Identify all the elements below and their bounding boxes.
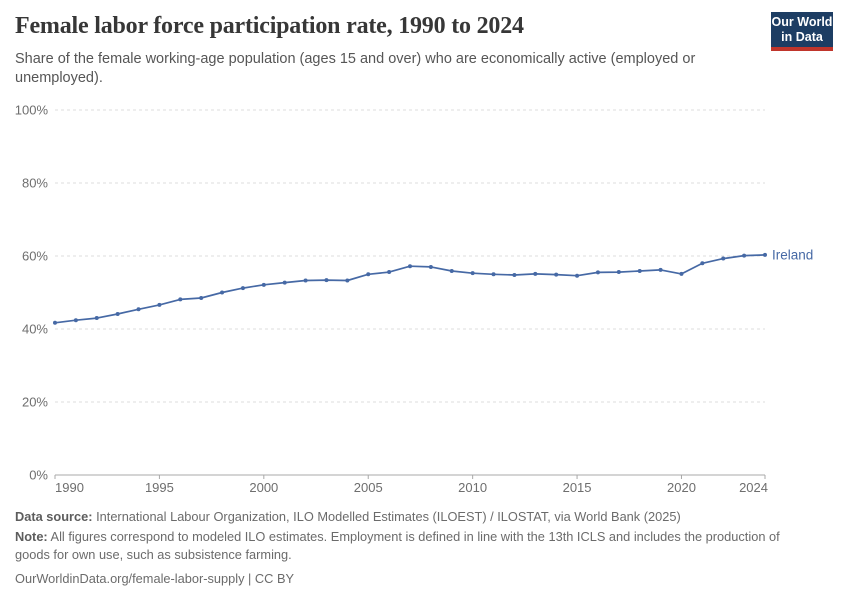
data-point-2014[interactable] [554, 272, 559, 277]
data-point-1990[interactable] [53, 320, 57, 325]
chart-url[interactable]: OurWorldinData.org/female-labor-supply |… [15, 570, 295, 586]
data-point-2008[interactable] [428, 264, 433, 269]
page-title: Female labor force participation rate, 1… [15, 13, 524, 39]
chart-subtitle: Share of the female working-age populati… [15, 51, 696, 86]
data-point-2024[interactable] [763, 252, 767, 257]
data-point-2015[interactable] [575, 273, 580, 278]
x-axis-label-2000: 2000 [249, 480, 278, 495]
data-point-2018[interactable] [637, 268, 642, 273]
data-point-2006[interactable] [387, 270, 392, 275]
data-point-2011[interactable] [491, 272, 496, 277]
y-axis-label-40: 40% [22, 322, 48, 337]
data-point-2007[interactable] [408, 264, 412, 269]
data-point-2009[interactable] [449, 268, 454, 273]
data-point-2004[interactable] [345, 278, 350, 283]
y-axis-label-100: 100% [15, 103, 49, 118]
data-point-2013[interactable] [533, 271, 538, 276]
data-point-1992[interactable] [94, 316, 99, 321]
data-source-text: International Labour Organization, ILO M… [92, 509, 681, 524]
data-point-1994[interactable] [136, 307, 141, 312]
data-point-1997[interactable] [199, 295, 204, 300]
data-point-1998[interactable] [220, 290, 225, 295]
note-text: All figures correspond to modeled ILO es… [15, 528, 780, 563]
data-point-1999[interactable] [240, 286, 245, 291]
x-axis-label-2015: 2015 [563, 480, 592, 495]
note-line: Note: All figures correspond to modeled … [15, 528, 805, 565]
owid-logo[interactable]: Our World in Data [771, 12, 833, 51]
data-point-1991[interactable] [73, 318, 78, 323]
x-axis-label-1995: 1995 [145, 480, 174, 495]
x-axis-label-2005: 2005 [354, 480, 383, 495]
data-point-2017[interactable] [616, 270, 621, 275]
data-point-1993[interactable] [115, 312, 120, 317]
x-axis-label-2020: 2020 [667, 480, 696, 495]
data-point-2016[interactable] [595, 270, 600, 275]
y-axis-label-60: 60% [22, 249, 48, 264]
y-axis-label-0: 0% [29, 468, 48, 483]
x-axis-label-1990: 1990 [55, 480, 84, 495]
data-source-label: Data source: [15, 509, 93, 524]
line-chart[interactable]: 0% 20% 40% 60% 80% 100% 1990 1995 2000 2005 2010 20… [0, 95, 850, 515]
note-label: Note: [15, 528, 48, 544]
x-axis-label-2010: 2010 [458, 480, 487, 495]
data-point-1995[interactable] [157, 302, 162, 307]
data-point-2020[interactable] [679, 271, 684, 276]
data-point-2021[interactable] [700, 261, 705, 266]
data-point-2010[interactable] [470, 271, 475, 276]
data-point-1996[interactable] [178, 297, 183, 302]
data-source-line: Data source: International Labour Organi… [15, 508, 805, 527]
y-axis-label-20: 20% [22, 395, 48, 410]
data-point-2005[interactable] [366, 272, 371, 277]
chart-footer: Data source: International Labour Organi… [15, 508, 805, 588]
data-point-2002[interactable] [303, 278, 308, 283]
x-axis-label-2024: 2024 [739, 480, 768, 495]
data-point-2000[interactable] [261, 282, 266, 287]
data-point-2022[interactable] [721, 256, 726, 261]
owid-logo-line1: Our World [771, 15, 833, 29]
owid-logo-line2: in Data [781, 30, 823, 44]
data-point-2023[interactable] [742, 253, 747, 258]
data-point-2019[interactable] [658, 267, 663, 272]
data-point-2012[interactable] [512, 272, 517, 277]
data-point-2001[interactable] [282, 280, 287, 285]
data-point-2003[interactable] [324, 278, 329, 283]
entity-label-ireland[interactable]: Ireland [772, 247, 813, 262]
y-axis-label-80: 80% [22, 176, 48, 191]
